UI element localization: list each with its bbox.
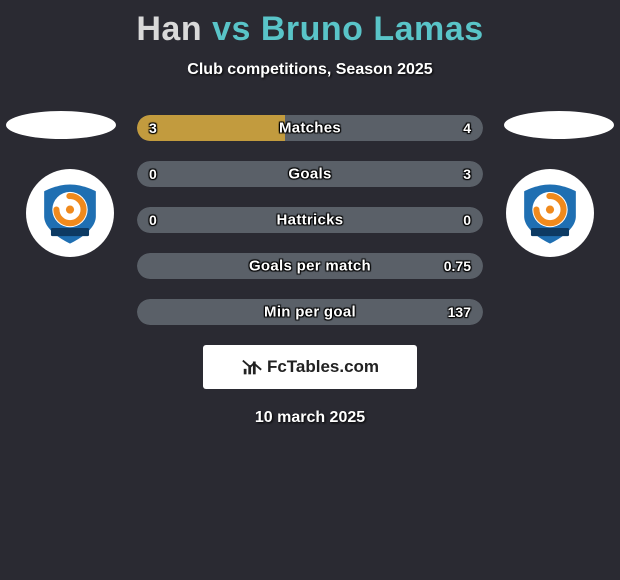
player2-oval (504, 111, 614, 139)
stat-label: Goals (137, 166, 483, 183)
stat-label: Goals per match (137, 258, 483, 275)
player1-club-badge (26, 169, 114, 257)
fctables-logo-text: FcTables.com (267, 357, 379, 377)
club-crest-icon (36, 179, 104, 247)
club-crest-icon (516, 179, 584, 247)
stat-row: 0.75Goals per match (137, 253, 483, 279)
stat-row: 137Min per goal (137, 299, 483, 325)
stat-label: Hattricks (137, 212, 483, 229)
stat-label: Matches (137, 120, 483, 137)
stat-label: Min per goal (137, 304, 483, 321)
player1-oval (6, 111, 116, 139)
fctables-logo: FcTables.com (203, 345, 417, 389)
stat-row: 34Matches (137, 115, 483, 141)
comparison-chart: 34Matches 03Goals 00Hattricks 0.75Goals per… (0, 115, 620, 427)
date-text: 10 march 2025 (0, 409, 620, 427)
title-player2: Bruno Lamas (261, 10, 484, 48)
player2-club-badge (506, 169, 594, 257)
page-title: Han vs Bruno Lamas (0, 0, 620, 49)
stat-row: 00Hattricks (137, 207, 483, 233)
bar-chart-icon (241, 356, 263, 378)
stat-row: 03Goals (137, 161, 483, 187)
title-player1: Han (136, 10, 202, 48)
subtitle: Club competitions, Season 2025 (0, 61, 620, 79)
stat-bars: 34Matches 03Goals 00Hattricks 0.75Goals per… (137, 115, 483, 325)
title-vs: vs (212, 10, 251, 48)
